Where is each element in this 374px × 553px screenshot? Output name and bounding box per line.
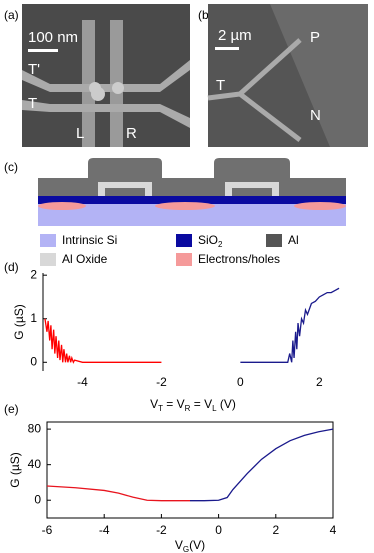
- y-tick-label: 1: [30, 311, 37, 325]
- x-axis-label-part: G: [183, 545, 189, 553]
- image-label: L: [76, 125, 84, 142]
- legend-label: Intrinsic Si: [62, 233, 117, 247]
- series-line: [190, 428, 334, 502]
- series-line: [240, 287, 340, 363]
- legend-label: Electrons/holes: [198, 252, 280, 266]
- scale-bar-label: 100 nm: [28, 29, 78, 46]
- legend-label: SiO2: [198, 233, 223, 249]
- y-tick-label: 0: [30, 354, 37, 368]
- image-label: R: [126, 125, 137, 142]
- x-tick-label: -4: [77, 375, 88, 389]
- x-axis-label-part: (V): [217, 397, 236, 411]
- x-tick-label: -4: [99, 523, 110, 537]
- device-diagram: [38, 158, 346, 226]
- x-axis-label: VG(V): [175, 538, 205, 553]
- x-tick-label: 0: [215, 523, 222, 537]
- y-tick-label: 80: [28, 421, 42, 435]
- plot-frame: [46, 421, 334, 519]
- sem-image-b: 2 µm P T N: [207, 4, 368, 147]
- legend-label-part: SiO: [198, 233, 218, 247]
- sem-image-a: 100 nm T' T L R: [22, 4, 190, 147]
- x-axis-label-part: L: [212, 404, 217, 413]
- x-tick-label: -2: [156, 523, 167, 537]
- x-tick-label: 0: [237, 375, 244, 389]
- x-axis-label: VT = VR = VL (V): [150, 397, 236, 413]
- series-line: [44, 318, 162, 364]
- x-axis-label-part: T: [158, 404, 163, 413]
- x-tick-label: 4: [330, 523, 337, 537]
- panel-label: (a): [4, 8, 19, 22]
- legend-label: Al: [288, 233, 299, 247]
- series-line: [46, 485, 190, 502]
- x-axis-label-part: = V: [163, 397, 185, 411]
- image-label: T': [28, 61, 40, 78]
- panel-label: (d): [4, 260, 19, 274]
- x-tick-label: 2: [316, 375, 323, 389]
- y-axis-label: G (µS): [8, 452, 22, 488]
- image-label: T: [28, 95, 37, 112]
- legend-label: Al Oxide: [62, 252, 108, 266]
- scale-bar-label: 2 µm: [218, 27, 252, 44]
- x-axis-label-part: V: [175, 538, 183, 552]
- x-tick-label: -2: [156, 375, 167, 389]
- y-tick-label: 0: [34, 492, 41, 506]
- x-axis-label-part: (V): [189, 538, 205, 552]
- panel-label: (e): [4, 402, 19, 416]
- image-label: T: [216, 77, 225, 94]
- x-axis-label-part: = V: [190, 397, 212, 411]
- y-tick-label: 2: [30, 267, 37, 281]
- image-label: P: [310, 29, 320, 46]
- x-tick-label: 2: [272, 523, 279, 537]
- y-tick-label: 40: [28, 457, 42, 471]
- image-label: N: [310, 107, 321, 124]
- y-axis-label: G (µS): [12, 304, 26, 340]
- x-tick-label: -6: [42, 523, 53, 537]
- panel-label: (c): [4, 160, 18, 174]
- legend-label-part: 2: [218, 240, 223, 249]
- legend: Intrinsic Si SiO2 Al Al Oxide Electrons/…: [40, 233, 299, 266]
- x-axis-label-part: R: [185, 404, 191, 413]
- x-axis-label-part: V: [150, 397, 158, 411]
